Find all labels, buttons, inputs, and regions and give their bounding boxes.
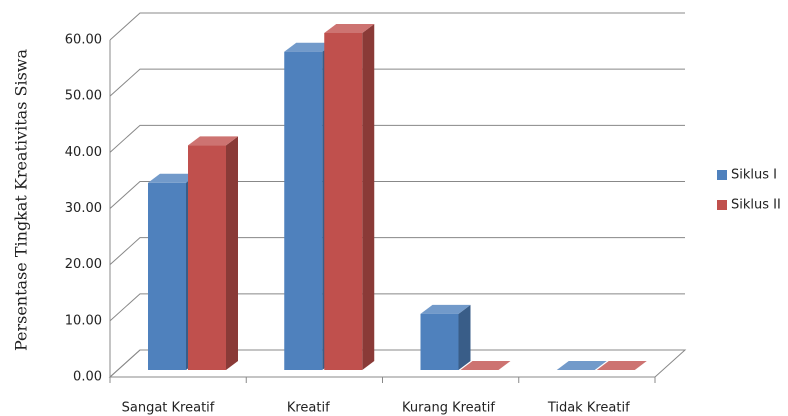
y-axis-label: Persentase Tingkat Kreativitas Siswa — [12, 49, 31, 352]
bar-top — [284, 42, 335, 52]
bar — [324, 33, 363, 370]
y-tick-label: 30.00 — [65, 201, 102, 216]
x-tick-label: Kurang Kreatif — [402, 401, 495, 416]
grid-line — [109, 124, 685, 153]
x-tick-label: Tidak Kreatif — [547, 401, 630, 416]
bar-top — [188, 136, 238, 146]
bar — [284, 51, 323, 371]
bar-side — [362, 24, 375, 370]
y-tick-label: 40.00 — [65, 145, 102, 160]
grid-line — [109, 68, 685, 97]
y-tick-label: 10.00 — [65, 313, 102, 328]
bar-top — [596, 361, 647, 370]
y-tick-label: 60.00 — [65, 33, 102, 48]
bar-top — [460, 361, 511, 370]
bar-top — [324, 24, 375, 33]
bar-top — [556, 361, 607, 370]
bar-top — [420, 304, 471, 314]
grid-line — [109, 293, 685, 322]
bar-side — [458, 304, 471, 370]
legend-label: Siklus I — [731, 168, 777, 183]
bar — [188, 145, 226, 370]
grid-line — [109, 12, 685, 41]
bar — [420, 313, 459, 370]
legend-swatch — [717, 170, 727, 180]
legend-label: Siklus II — [731, 198, 781, 213]
grid-line — [109, 237, 685, 266]
legend-swatch — [717, 200, 727, 210]
grid-line — [109, 349, 685, 378]
grid-line — [109, 181, 685, 209]
y-tick-label: 20.00 — [65, 257, 102, 272]
x-tick-label: Kreatif — [287, 401, 330, 416]
x-tick-label: Sangat Kreatif — [122, 401, 215, 416]
bar-side — [226, 136, 238, 370]
y-tick-label: 50.00 — [65, 89, 102, 104]
y-tick-label: 0.00 — [73, 370, 102, 385]
bar — [148, 182, 186, 370]
bar-top — [148, 173, 198, 183]
